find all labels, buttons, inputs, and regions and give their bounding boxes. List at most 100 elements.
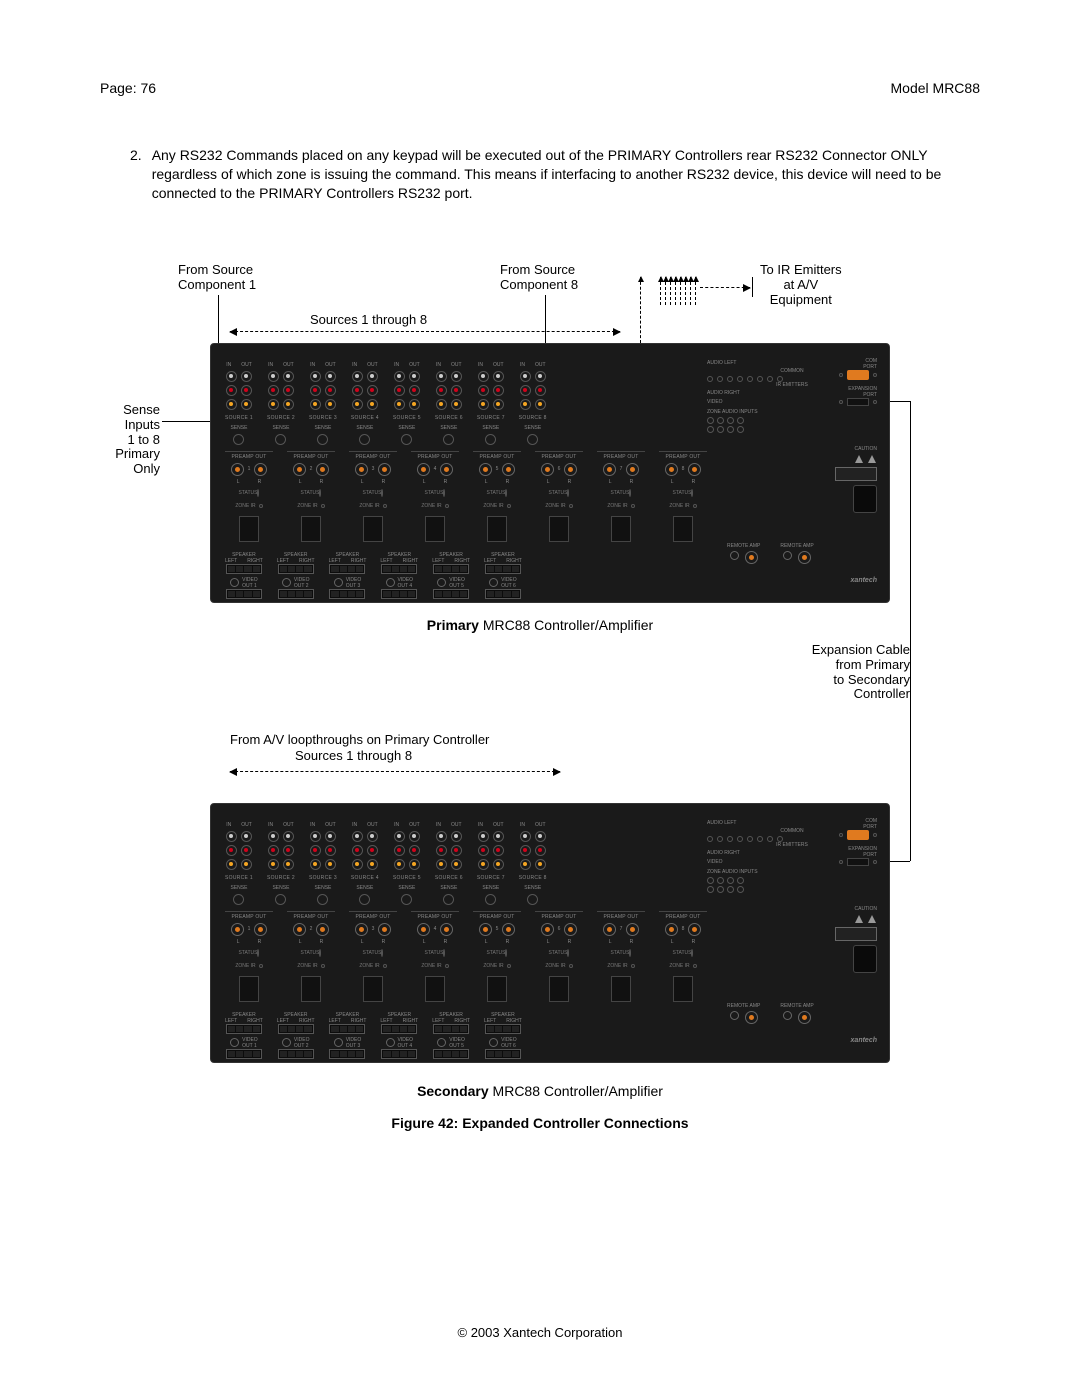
label-expansion-port: EXPANSION PORT xyxy=(807,386,877,398)
source-block: INOUTSOURCE 6SENSE xyxy=(435,362,463,445)
leader-ir-label xyxy=(752,277,753,297)
speaker-block: SPEAKERLEFTRIGHTVIDEO OUT 1 xyxy=(225,1012,263,1059)
source-block: INOUTSOURCE 1SENSE xyxy=(225,822,253,905)
caution-box-s xyxy=(835,927,877,941)
label-audio-left: AUDIO LEFT xyxy=(707,360,736,366)
ir-bundle-to-label xyxy=(700,287,750,288)
brand-label-s: xantech xyxy=(851,1037,877,1044)
caution-triangles-s xyxy=(817,914,877,924)
ir-wire-bundle xyxy=(660,277,696,305)
zone-audio-jacks-1-4-s xyxy=(707,877,877,884)
arrow-loopthrough xyxy=(230,771,560,772)
figure-caption: Figure 42: Expanded Controller Connectio… xyxy=(100,1115,980,1131)
label-from-source-8: From Source Component 8 xyxy=(500,263,578,293)
leader-sense xyxy=(162,421,212,422)
model-label: Model MRC88 xyxy=(891,80,980,96)
label-to-ir-emitters: To IR Emitters at A/V Equipment xyxy=(760,263,842,308)
speaker-block: SPEAKERLEFTRIGHTVIDEO OUT 3 xyxy=(329,552,367,599)
figure-diagram: From Source Component 1 From Source Comp… xyxy=(100,263,980,1143)
label-zone-audio: ZONE AUDIO INPUTS xyxy=(707,409,877,415)
source-block: INOUTSOURCE 8SENSE xyxy=(519,362,547,445)
source-block: INOUTSOURCE 7SENSE xyxy=(477,822,505,905)
secondary-caption: Secondary MRC88 Controller/Amplifier xyxy=(100,1083,980,1099)
speaker-block: SPEAKERLEFTRIGHTVIDEO OUT 2 xyxy=(277,552,315,599)
secondary-caption-bold: Secondary xyxy=(417,1083,489,1099)
source-block: INOUTSOURCE 5SENSE xyxy=(393,822,421,905)
speaker-block: SPEAKERLEFTRIGHTVIDEO OUT 4 xyxy=(380,552,418,599)
source-block: INOUTSOURCE 7SENSE xyxy=(477,362,505,445)
caution-triangles xyxy=(817,454,877,464)
label-caution-s: CAUTION xyxy=(817,906,877,912)
zone-block: PREAMP OUT6LRSTATUS ZONE IR xyxy=(535,911,583,1002)
power-inlet-s xyxy=(853,945,877,973)
zone-block: PREAMP OUT2LRSTATUS ZONE IR xyxy=(287,911,335,1002)
brand-label: xantech xyxy=(851,577,877,584)
zone-block: PREAMP OUT4LRSTATUS ZONE IR xyxy=(411,911,459,1002)
label-video: VIDEO xyxy=(707,399,723,405)
zone-block: PREAMP OUT6LRSTATUS ZONE IR xyxy=(535,451,583,542)
remote-amp-area: REMOTE AMP REMOTE AMP xyxy=(727,543,814,564)
zone-block: PREAMP OUT4LRSTATUS ZONE IR xyxy=(411,451,459,542)
zone-block: PREAMP OUT1LRSTATUS ZONE IR xyxy=(225,451,273,542)
zone-block: PREAMP OUT7LRSTATUS ZONE IR xyxy=(597,911,645,1002)
label-video-s: VIDEO xyxy=(707,859,723,865)
source-block: INOUTSOURCE 3SENSE xyxy=(309,822,337,905)
exp-cable-seg-1 xyxy=(890,401,910,402)
label-audio-right-s: AUDIO RIGHT xyxy=(707,850,740,856)
primary-caption-rest: MRC88 Controller/Amplifier xyxy=(479,617,653,633)
label-expansion-port-s: EXPANSION PORT xyxy=(807,846,877,858)
zone-block: PREAMP OUT7LRSTATUS ZONE IR xyxy=(597,451,645,542)
label-sense-inputs: Sense Inputs 1 to 8 Primary Only xyxy=(100,403,160,478)
label-caution: CAUTION xyxy=(817,446,877,452)
speaker-block: SPEAKERLEFTRIGHTVIDEO OUT 3 xyxy=(329,1012,367,1059)
zone-block: PREAMP OUT1LRSTATUS ZONE IR xyxy=(225,911,273,1002)
label-loopthrough: From A/V loopthroughs on Primary Control… xyxy=(230,733,489,748)
source-block: INOUTSOURCE 6SENSE xyxy=(435,822,463,905)
expansion-port-connector xyxy=(807,398,877,406)
label-com-port-s: COM PORT xyxy=(807,818,877,830)
power-inlet xyxy=(853,485,877,513)
speaker-block: SPEAKERLEFTRIGHTVIDEO OUT 6 xyxy=(484,1012,522,1059)
secondary-controller-panel: INOUTSOURCE 1SENSE INOUTSOURCE 2SENSE INOU… xyxy=(210,803,890,1063)
zone-block: PREAMP OUT8LRSTATUS ZONE IR xyxy=(659,451,707,542)
zone-audio-jacks-1-4 xyxy=(707,417,877,424)
expansion-port-connector-s xyxy=(807,858,877,866)
com-port-connector-s xyxy=(807,830,877,840)
zone-block: PREAMP OUT5LRSTATUS ZONE IR xyxy=(473,911,521,1002)
remote-amp-area-s: REMOTE AMP REMOTE AMP xyxy=(727,1003,814,1024)
source-block: INOUTSOURCE 1SENSE xyxy=(225,362,253,445)
zone-block: PREAMP OUT2LRSTATUS ZONE IR xyxy=(287,451,335,542)
source-block: INOUTSOURCE 2SENSE xyxy=(267,822,295,905)
label-zone-audio-s: ZONE AUDIO INPUTS xyxy=(707,869,877,875)
zone-block: PREAMP OUT8LRSTATUS ZONE IR xyxy=(659,911,707,1002)
speaker-block: SPEAKERLEFTRIGHTVIDEO OUT 1 xyxy=(225,552,263,599)
paragraph-text: Any RS232 Commands placed on any keypad … xyxy=(152,146,980,203)
source-block: INOUTSOURCE 3SENSE xyxy=(309,362,337,445)
secondary-caption-rest: MRC88 Controller/Amplifier xyxy=(489,1083,663,1099)
label-loopthrough-sources: Sources 1 through 8 xyxy=(295,749,412,764)
page-number: Page: 76 xyxy=(100,80,156,96)
body-paragraph: 2. Any RS232 Commands placed on any keyp… xyxy=(130,146,980,203)
label-com-port: COM PORT xyxy=(807,358,877,370)
label-remote-amp-2: REMOTE AMP xyxy=(780,543,813,549)
label-remote-amp-1-s: REMOTE AMP xyxy=(727,1003,760,1009)
page-footer: © 2003 Xantech Corporation xyxy=(0,1325,1080,1340)
caution-box xyxy=(835,467,877,481)
source-block: INOUTSOURCE 5SENSE xyxy=(393,362,421,445)
label-remote-amp-1: REMOTE AMP xyxy=(727,543,760,549)
primary-caption: Primary MRC88 Controller/Amplifier xyxy=(100,617,980,633)
source-block: INOUTSOURCE 2SENSE xyxy=(267,362,295,445)
arrow-sources-span xyxy=(230,331,620,332)
zone-block: PREAMP OUT3LRSTATUS ZONE IR xyxy=(349,911,397,1002)
label-from-source-1: From Source Component 1 xyxy=(178,263,256,293)
page-header: Page: 76 Model MRC88 xyxy=(100,80,980,96)
primary-caption-bold: Primary xyxy=(427,617,479,633)
speaker-block: SPEAKERLEFTRIGHTVIDEO OUT 2 xyxy=(277,1012,315,1059)
speaker-block: SPEAKERLEFTRIGHTVIDEO OUT 4 xyxy=(380,1012,418,1059)
speaker-block: SPEAKERLEFTRIGHTVIDEO OUT 6 xyxy=(484,552,522,599)
zone-audio-jacks-5-8-s xyxy=(707,886,877,893)
speaker-block: SPEAKERLEFTRIGHTVIDEO OUT 5 xyxy=(432,552,470,599)
label-audio-left-s: AUDIO LEFT xyxy=(707,820,736,826)
zone-block: PREAMP OUT3LRSTATUS ZONE IR xyxy=(349,451,397,542)
zone-block: PREAMP OUT5LRSTATUS ZONE IR xyxy=(473,451,521,542)
